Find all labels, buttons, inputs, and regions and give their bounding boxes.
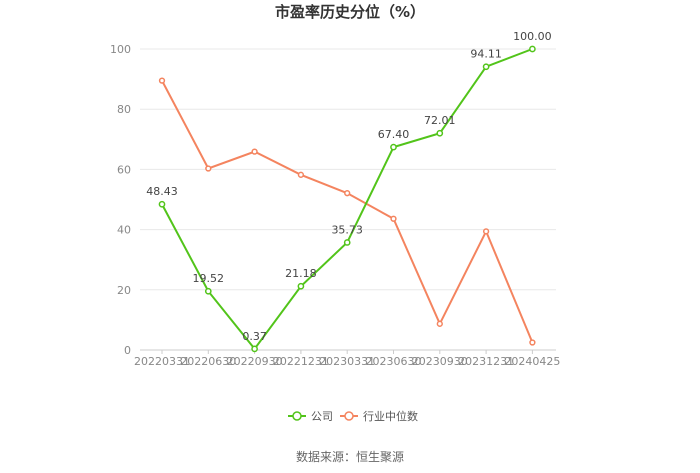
legend-marker (344, 411, 354, 421)
legend-marker (292, 411, 302, 421)
data-point (529, 339, 536, 346)
data-label: 48.43 (146, 185, 178, 198)
data-label: 67.40 (378, 128, 410, 141)
chart-title: 市盈率历史分位（%） (275, 3, 425, 21)
legend-item-industry-median[interactable]: 行业中位数 (340, 409, 418, 423)
data-point (344, 190, 351, 197)
series-industry-median (158, 77, 536, 346)
data-point (482, 63, 490, 71)
data-point (158, 200, 166, 208)
y-axis: 0 20 40 60 80 100 (110, 43, 131, 357)
x-tick-label: 20220630 (180, 355, 236, 368)
legend-label: 行业中位数 (363, 409, 418, 423)
legend[interactable]: 公司 行业中位数 (288, 409, 418, 423)
data-point (390, 215, 397, 222)
data-point (205, 165, 212, 172)
data-point (482, 228, 490, 235)
y-tick-label: 60 (117, 163, 131, 176)
y-tick-label: 100 (110, 43, 131, 56)
data-point (343, 239, 351, 246)
data-point (204, 287, 212, 295)
data-point (436, 320, 443, 327)
data-label: 0.37 (242, 330, 267, 343)
y-tick-label: 40 (117, 224, 131, 237)
data-point (158, 77, 166, 84)
x-tick-label: 20240425 (504, 355, 560, 368)
x-tick-label: 20230630 (366, 355, 422, 368)
x-tick-label: 20230930 (412, 355, 468, 368)
x-tick-label: 20231231 (458, 355, 514, 368)
x-tick-label: 20230331 (319, 355, 375, 368)
y-tick-label: 80 (117, 103, 131, 116)
x-tick-label: 20221231 (273, 355, 329, 368)
data-point (390, 143, 397, 151)
data-point (251, 345, 258, 353)
data-label: 21.18 (285, 267, 317, 280)
data-point (529, 45, 536, 53)
series-layer: 48.43 19.52 0.37 21.18 35.73 67.40 72.01 94.11 1… (146, 30, 552, 353)
data-label: 94.11 (470, 48, 502, 61)
data-point (297, 282, 305, 290)
legend-item-company[interactable]: 公司 (288, 410, 333, 423)
data-label: 19.52 (193, 272, 225, 285)
y-tick-label: 0 (124, 344, 131, 357)
data-label: 72.01 (424, 114, 456, 127)
series-company: 48.43 19.52 0.37 21.18 35.73 67.40 72.01 94.11 1… (146, 30, 552, 353)
series-line (161, 48, 533, 351)
x-axis: 2022033120220630202209302022123120230331… (134, 350, 560, 368)
y-tick-label: 20 (117, 284, 131, 297)
data-label: 35.73 (331, 223, 363, 236)
data-point (297, 171, 305, 178)
grid (140, 48, 556, 351)
data-point (251, 148, 258, 155)
source-note: 数据来源：恒生聚源 (296, 449, 404, 464)
x-tick-label: 20220930 (227, 355, 283, 368)
x-tick-label: 20220331 (134, 355, 190, 368)
legend-label: 公司 (311, 410, 333, 423)
data-point (436, 129, 444, 137)
data-label: 100.00 (513, 30, 552, 43)
